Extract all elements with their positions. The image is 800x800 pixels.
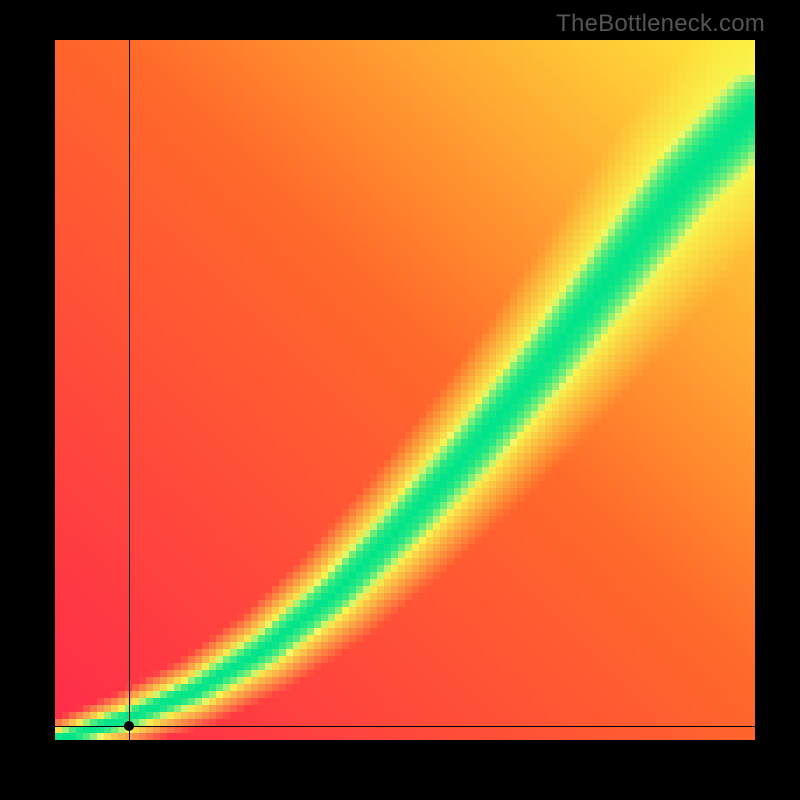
crosshair-horizontal (55, 726, 755, 727)
watermark-text: TheBottleneck.com (556, 10, 765, 38)
plot-area (55, 40, 755, 740)
heatmap-canvas (55, 40, 755, 740)
chart-container: TheBottleneck.com (0, 0, 800, 800)
crosshair-vertical (129, 40, 130, 740)
data-point-marker (124, 721, 134, 731)
